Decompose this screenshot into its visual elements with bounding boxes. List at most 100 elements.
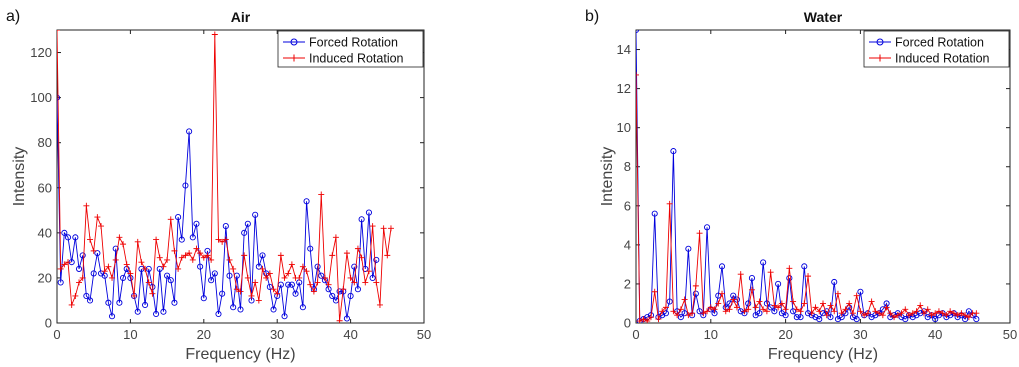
- data-point-circle: [171, 299, 178, 306]
- y-tick-label: 12: [617, 81, 631, 96]
- data-point-plus: [76, 279, 83, 286]
- data-point-circle: [186, 128, 193, 135]
- data-point-plus: [834, 290, 841, 297]
- data-point-circle: [160, 308, 167, 315]
- data-point-circle: [786, 275, 793, 282]
- data-point-plus: [167, 216, 174, 223]
- data-point-plus: [65, 259, 72, 266]
- data-point-plus: [288, 261, 295, 268]
- data-point-plus: [685, 312, 692, 319]
- data-point-circle: [266, 283, 273, 290]
- data-point-circle: [362, 265, 369, 272]
- data-point-plus: [270, 286, 277, 293]
- data-point-plus: [726, 306, 733, 313]
- data-point-plus: [838, 310, 845, 317]
- data-point-plus: [98, 223, 105, 230]
- y-tick-label: 6: [624, 198, 631, 213]
- data-point-circle: [175, 214, 182, 221]
- x-tick-label: 40: [928, 327, 942, 342]
- data-point-circle: [965, 308, 972, 315]
- data-point-circle: [771, 308, 778, 315]
- data-point-circle: [775, 280, 782, 287]
- data-point-plus: [358, 254, 365, 261]
- data-point-circle: [61, 229, 68, 236]
- data-point-plus: [711, 306, 718, 313]
- data-point-plus: [226, 256, 233, 263]
- plot-area: [636, 30, 980, 323]
- data-point-plus: [171, 247, 178, 254]
- data-point-plus: [894, 312, 901, 319]
- legend-box: [277, 30, 424, 68]
- data-point-plus: [109, 274, 116, 281]
- data-point-plus: [887, 310, 894, 317]
- data-point-plus: [105, 263, 112, 270]
- legend-entry-label: Induced Rotation: [895, 52, 990, 66]
- data-point-plus: [134, 238, 141, 245]
- data-point-plus: [861, 312, 868, 319]
- data-point-plus: [145, 279, 152, 286]
- data-point-plus: [197, 250, 204, 257]
- data-point-circle: [252, 211, 259, 218]
- data-point-circle: [692, 290, 699, 297]
- data-point-plus: [237, 288, 244, 295]
- data-point-circle: [318, 272, 325, 279]
- data-point-plus: [200, 254, 207, 261]
- x-tick-label: 10: [704, 327, 718, 342]
- x-axis-label: Frequency (Hz): [185, 346, 295, 363]
- data-point-plus: [756, 298, 763, 305]
- data-point-circle: [827, 314, 834, 321]
- data-point-circle: [299, 304, 306, 311]
- data-point-circle: [351, 263, 358, 270]
- y-tick-label: 80: [38, 135, 52, 150]
- data-point-plus: [651, 288, 658, 295]
- data-point-plus: [857, 308, 864, 315]
- data-point-plus: [715, 300, 722, 307]
- data-point-circle: [244, 220, 251, 227]
- data-point-plus: [898, 310, 905, 317]
- y-tick-label: 40: [38, 225, 52, 240]
- data-point-plus: [299, 263, 306, 270]
- series-line-2: [57, 30, 392, 321]
- data-point-circle: [208, 277, 215, 284]
- data-point-circle: [281, 313, 288, 320]
- data-point-plus: [373, 279, 380, 286]
- data-point-circle: [215, 310, 222, 318]
- x-tick-label: 0: [632, 327, 639, 342]
- data-point-plus: [101, 268, 108, 275]
- data-point-plus: [965, 314, 972, 321]
- data-point-plus: [274, 290, 281, 297]
- data-point-circle: [696, 308, 703, 315]
- data-point-circle: [651, 210, 658, 217]
- data-point-circle: [164, 272, 171, 279]
- data-point-plus: [175, 265, 182, 272]
- data-point-circle: [358, 216, 365, 223]
- data-point-circle: [83, 292, 90, 300]
- data-point-plus: [954, 312, 961, 319]
- data-point-plus: [823, 312, 830, 319]
- series-line-1: [636, 30, 977, 322]
- data-point-plus: [127, 270, 134, 277]
- data-point-plus: [640, 316, 647, 323]
- data-point-plus: [689, 310, 696, 317]
- data-point-circle: [86, 297, 94, 304]
- data-point-plus: [164, 256, 171, 263]
- data-point-circle: [241, 229, 248, 236]
- data-point-circle: [167, 277, 174, 284]
- data-point-circle: [142, 301, 149, 309]
- data-point-plus: [932, 310, 939, 317]
- data-point-plus: [846, 300, 853, 307]
- data-point-plus: [733, 304, 740, 311]
- data-point-circle: [57, 94, 61, 101]
- data-point-plus: [700, 310, 707, 317]
- legend-entry-label: Induced Rotation: [309, 52, 404, 66]
- chart-title: Air: [231, 9, 251, 25]
- data-point-circle: [853, 316, 860, 323]
- y-tick-label: 10: [617, 120, 631, 135]
- data-point-plus: [277, 252, 284, 259]
- data-point-plus: [659, 308, 666, 315]
- data-point-plus: [325, 281, 332, 288]
- data-point-circle: [666, 298, 673, 305]
- data-point-plus: [208, 256, 215, 263]
- legend-entry-label: Forced Rotation: [895, 36, 984, 50]
- data-point-plus: [138, 259, 145, 266]
